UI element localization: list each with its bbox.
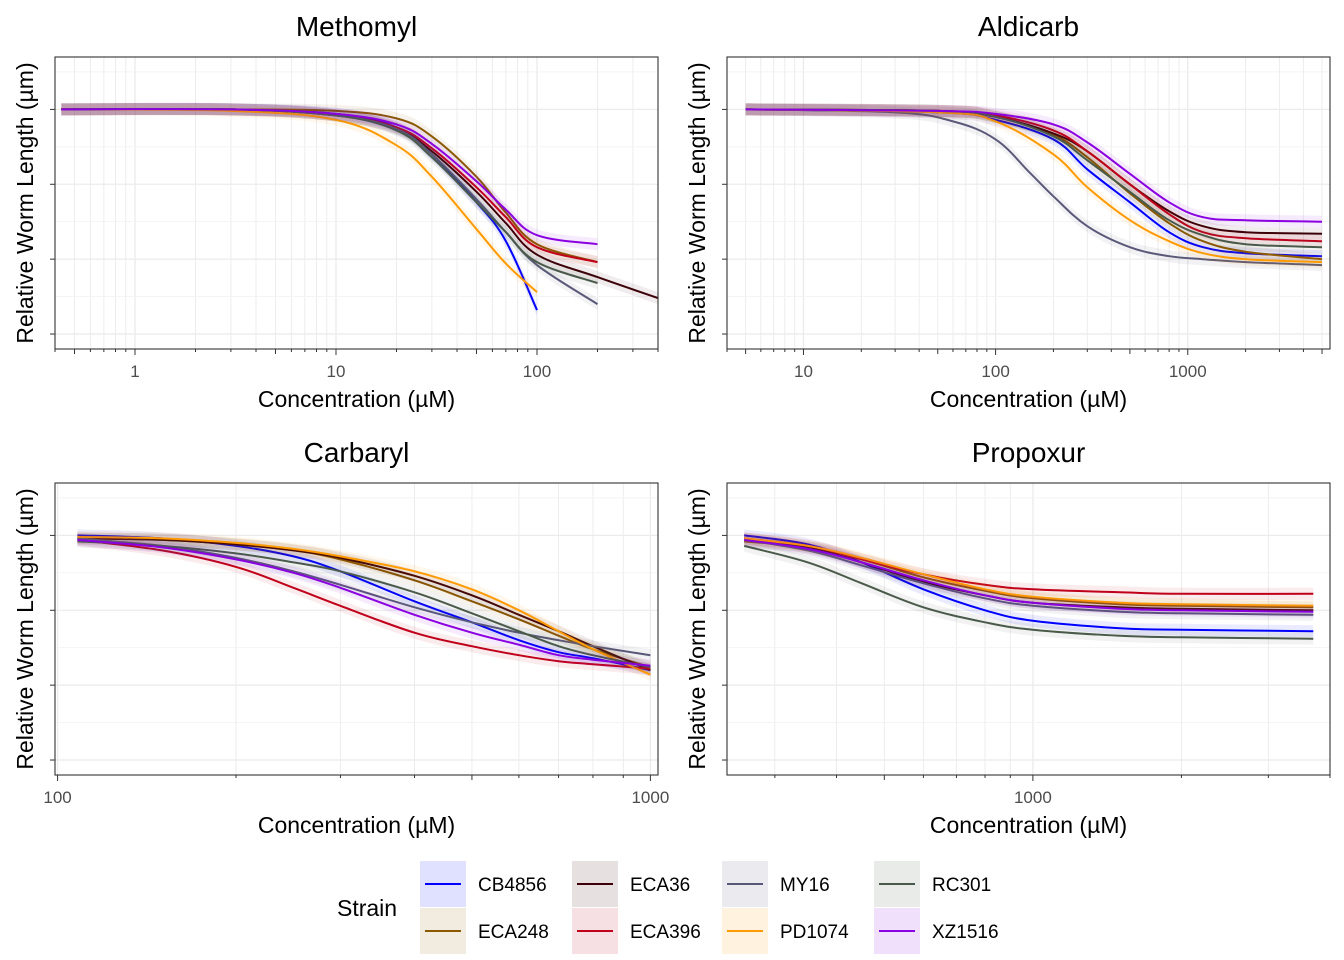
line-pd1074: [77, 535, 651, 676]
y-axis-label: Relative Worm Length (µm): [684, 62, 710, 343]
series-group: [77, 529, 651, 681]
ribbon-rc301: [745, 103, 1322, 254]
line-my16: [745, 108, 1323, 267]
x-tick-label: 10: [794, 362, 813, 381]
legend-item-cb4856: CB4856: [420, 861, 547, 907]
panel-title: Methomyl: [296, 11, 417, 42]
gridlines: [55, 483, 658, 775]
ribbon-rc301: [744, 539, 1314, 645]
ribbon-cb4856: [77, 529, 651, 677]
gridlines: [54, 57, 659, 349]
plot-border: [726, 482, 1331, 776]
legend-item-eca36: ECA36: [572, 861, 690, 907]
y-axis-label: Relative Worm Length (µm): [684, 488, 710, 769]
legend: Strain CB4856 ECA248 ECA36 ECA396 MY16 PD1074 R…: [337, 861, 999, 954]
series-group: [743, 529, 1314, 645]
ribbon-eca396: [61, 102, 598, 269]
plot-border: [54, 482, 659, 776]
legend-title: Strain: [337, 895, 397, 921]
line-my16: [744, 538, 1314, 616]
line-pd1074: [744, 537, 1314, 607]
series-group: [61, 102, 658, 317]
gridlines: [726, 57, 1330, 349]
x-tick-label: 1000: [1169, 362, 1207, 381]
legend-item-xz1516: XZ1516: [874, 908, 999, 954]
ribbon-eca36: [744, 532, 1314, 617]
plot-background: [55, 483, 658, 775]
panel-propoxur: 1000 Propoxur Concentration (µM) Relative W…: [684, 437, 1331, 838]
panel-title: Aldicarb: [978, 11, 1079, 42]
plot-background: [55, 57, 658, 349]
x-axis-label: Concentration (µM): [258, 386, 455, 412]
x-axis-label: Concentration (µM): [258, 812, 455, 838]
legend-item-rc301: RC301: [874, 861, 991, 907]
legend-label: ECA36: [630, 875, 690, 896]
ribbon-rc301: [61, 102, 598, 290]
x-axis-label: Concentration (µM): [930, 386, 1127, 412]
plot-border: [726, 56, 1331, 350]
line-pd1074: [745, 108, 1323, 264]
legend-label: PD1074: [780, 922, 849, 943]
line-xz1516: [61, 108, 598, 246]
x-axis-label: Concentration (µM): [930, 812, 1127, 838]
line-my16: [77, 537, 651, 657]
y-axis-label: Relative Worm Length (µm): [12, 62, 38, 343]
ribbon-xz1516: [77, 533, 651, 672]
line-xz1516: [77, 538, 651, 667]
legend-item-eca248: ECA248: [420, 908, 549, 954]
ribbon-xz1516: [745, 103, 1322, 228]
ribbon-eca36: [745, 103, 1322, 240]
ribbon-cb4856: [744, 529, 1314, 638]
ribbon-cb4856: [745, 103, 1322, 263]
plot-background: [727, 57, 1330, 349]
ribbon-xz1516: [61, 103, 598, 251]
panel-title: Carbaryl: [304, 437, 410, 468]
legend-label: RC301: [932, 875, 991, 896]
legend-item-my16: MY16: [722, 861, 830, 907]
panel-title: Propoxur: [972, 437, 1086, 468]
panel-methomyl: 1 10 100 Methomyl Concentration (µM) Relative…: [12, 11, 659, 412]
x-tick-label: 100: [981, 362, 1009, 381]
legend-item-eca396: ECA396: [572, 908, 701, 954]
legend-label: ECA248: [478, 922, 549, 943]
ribbon-eca248: [61, 103, 598, 269]
panels-group: 1 10 100 Methomyl Concentration (µM) Relative…: [12, 11, 1331, 838]
x-tick-label: 1000: [631, 788, 669, 807]
line-rc301: [77, 540, 651, 669]
x-tick-label: 1: [130, 362, 139, 381]
line-rc301: [743, 544, 1314, 640]
series-group: [745, 103, 1323, 272]
x-tick-label: 100: [523, 362, 551, 381]
line-xz1516: [744, 538, 1314, 613]
line-xz1516: [745, 108, 1323, 223]
x-tick-label: 100: [43, 788, 71, 807]
panel-aldicarb: 10 100 1000 Aldicarb Concentration (µM) Relat…: [684, 11, 1331, 412]
line-pd1074: [61, 108, 538, 293]
x-tick-label: 1000: [1014, 788, 1052, 807]
plot-border: [54, 56, 659, 350]
x-tick-label: 10: [327, 362, 346, 381]
legend-item-pd1074: PD1074: [722, 908, 849, 954]
y-axis-label: Relative Worm Length (µm): [12, 488, 38, 769]
legend-label: ECA396: [630, 922, 701, 943]
ribbon-pd1074: [745, 103, 1322, 269]
ribbon-xz1516: [744, 533, 1314, 618]
panel-carbaryl: 100 1000 Carbaryl Concentration (µM) Relativ…: [12, 437, 669, 838]
legend-label: XZ1516: [932, 922, 999, 943]
line-eca396: [77, 538, 651, 670]
legend-label: MY16: [780, 875, 830, 896]
legend-label: CB4856: [478, 875, 547, 896]
